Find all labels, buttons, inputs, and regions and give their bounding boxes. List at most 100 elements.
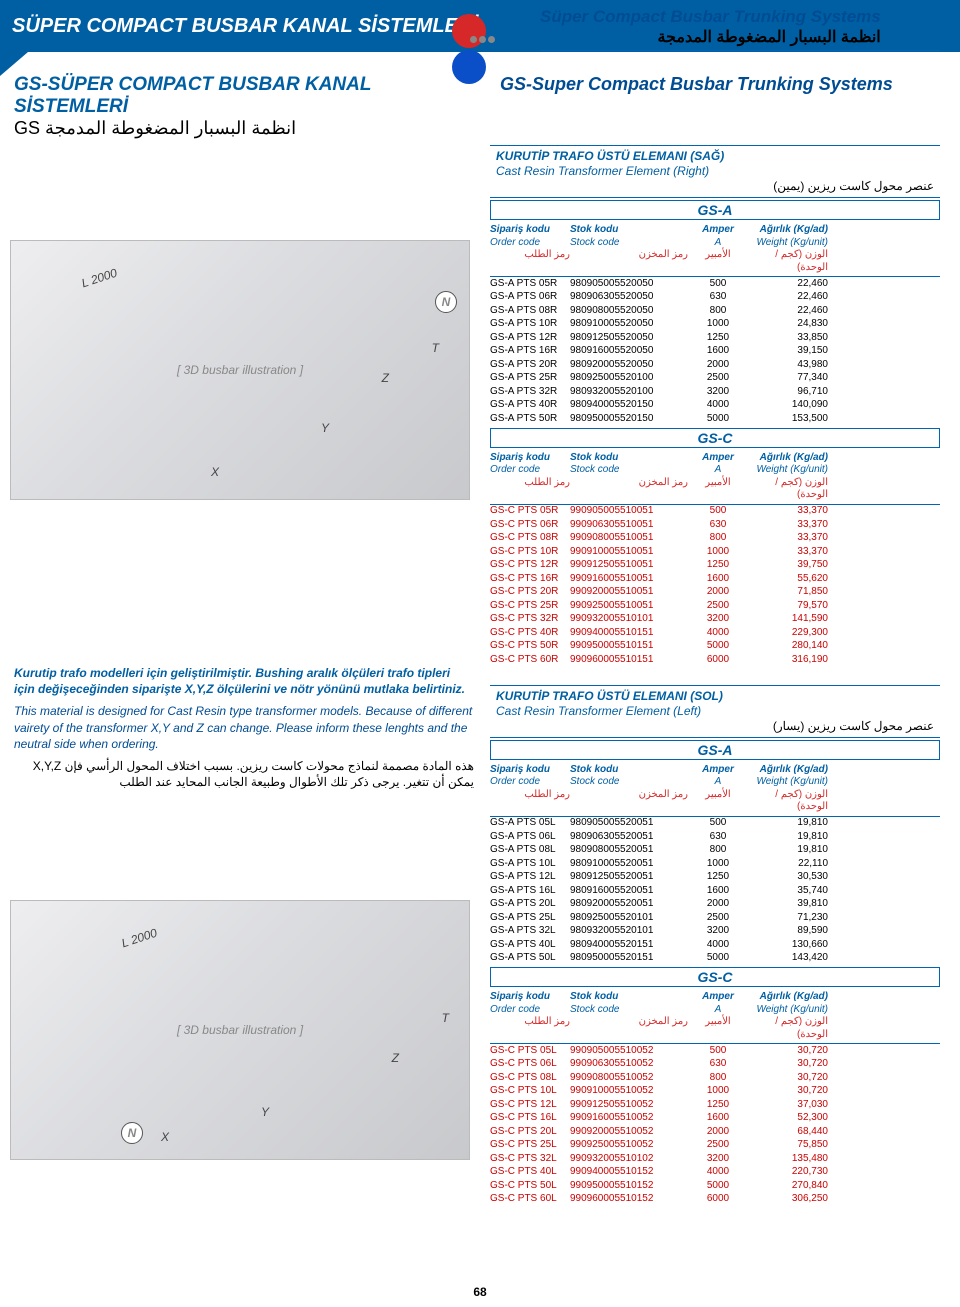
table-row: GS-C PTS 08R99090800551005180033,370 xyxy=(490,532,940,546)
table-cell: 19,810 xyxy=(748,817,834,830)
table-cell: GS-A PTS 16L xyxy=(490,885,570,898)
table-cell: GS-A PTS 05L xyxy=(490,817,570,830)
table-row: GS-A PTS 12L980912505520051125030,530 xyxy=(490,871,940,885)
table-cell: 30,720 xyxy=(748,1045,834,1058)
table-row: GS-C PTS 50L9909500055101525000270,840 xyxy=(490,1179,940,1193)
table-cell: 135,480 xyxy=(748,1153,834,1166)
table-cell: 33,370 xyxy=(748,505,834,518)
table-cell: 630 xyxy=(688,1058,748,1071)
box2-l2: Cast Resin Transformer Element (Left) xyxy=(496,704,934,719)
table-row: GS-C PTS 60R9909600055101516000316,190 xyxy=(490,653,940,667)
table-cell: 500 xyxy=(688,817,748,830)
table-cell: 990908005510052 xyxy=(570,1072,688,1085)
table-row: GS-A PTS 05L98090500552005150019,810 xyxy=(490,817,940,831)
table-row: GS-A PTS 20R980920005520050200043,980 xyxy=(490,358,940,372)
header-left-tr: GS-SÜPER COMPACT BUSBAR KANAL SİSTEMLERİ xyxy=(14,74,480,118)
table-cell: GS-A PTS 10R xyxy=(490,318,570,331)
table-cell: 800 xyxy=(688,844,748,857)
table-cell: 980950005520151 xyxy=(570,952,688,965)
top-right-en: Süper Compact Busbar Trunking Systems xyxy=(540,6,881,28)
table-cell: 79,570 xyxy=(748,600,834,613)
table-cell: 990916005510051 xyxy=(570,573,688,586)
table-cell: 71,230 xyxy=(748,912,834,925)
table-cell: 980906305520051 xyxy=(570,831,688,844)
table-cell: 33,370 xyxy=(748,532,834,545)
table-cell: GS-C PTS 60L xyxy=(490,1193,570,1206)
dot-small-row xyxy=(470,30,497,48)
table-row: GS-C PTS 60L9909600055101526000306,250 xyxy=(490,1193,940,1207)
table-row: GS-A PTS 20L980920005520051200039,810 xyxy=(490,898,940,912)
table-row: GS-A PTS 25L980925005520101250071,230 xyxy=(490,911,940,925)
table-cell: 990932005510102 xyxy=(570,1153,688,1166)
table-header: Sipariş koduOrder codeرمز الطلب Stok kod… xyxy=(490,762,940,817)
label2-Y: Y xyxy=(261,1105,269,1119)
table-cell: GS-A PTS 50R xyxy=(490,413,570,426)
table-cell: 4000 xyxy=(688,1166,748,1179)
table-cell: GS-A PTS 50L xyxy=(490,952,570,965)
table-cell: GS-A PTS 20L xyxy=(490,898,570,911)
top-right-ar: انظمة البسبار المضغوطة المدمجة xyxy=(540,28,881,49)
table-cell: GS-C PTS 08R xyxy=(490,532,570,545)
table-cell: 1250 xyxy=(688,1099,748,1112)
table-cell: 630 xyxy=(688,519,748,532)
table-cell: 990950005510151 xyxy=(570,640,688,653)
table-row: GS-C PTS 25R990925005510051250079,570 xyxy=(490,599,940,613)
label-T: T xyxy=(432,341,439,355)
table-cell: 2500 xyxy=(688,372,748,385)
table-cell: 990912505510052 xyxy=(570,1099,688,1112)
table-cell: 980940005520150 xyxy=(570,399,688,412)
table-cell: 33,370 xyxy=(748,519,834,532)
table-cell: 990912505510051 xyxy=(570,559,688,572)
table-cell: 22,460 xyxy=(748,291,834,304)
table-cell: 96,710 xyxy=(748,386,834,399)
label2-L: L 2000 xyxy=(120,926,159,951)
table-row: GS-A PTS 08L98090800552005180019,810 xyxy=(490,844,940,858)
section-header-row: GS-SÜPER COMPACT BUSBAR KANAL SİSTEMLERİ… xyxy=(0,74,960,139)
table-cell: GS-A PTS 06L xyxy=(490,831,570,844)
table-cell: 980932005520101 xyxy=(570,925,688,938)
dot-blue-icon xyxy=(452,50,486,84)
table-cell: GS-A PTS 32L xyxy=(490,925,570,938)
table-cell: GS-A PTS 25R xyxy=(490,372,570,385)
table-cell: 980908005520051 xyxy=(570,844,688,857)
table-body: GS-A PTS 05L98090500552005150019,810GS-A… xyxy=(490,817,940,966)
tag-gsc-1: GS-C xyxy=(490,428,940,448)
table-cell: GS-C PTS 25R xyxy=(490,600,570,613)
table-cell: 980905005520050 xyxy=(570,278,688,291)
table-cell: GS-A PTS 06R xyxy=(490,291,570,304)
table-cell: 4000 xyxy=(688,399,748,412)
table-cell: 130,660 xyxy=(748,939,834,952)
table-row: GS-A PTS 32L980932005520101320089,590 xyxy=(490,925,940,939)
table-cell: 77,340 xyxy=(748,372,834,385)
table-row: GS-C PTS 16R990916005510051160055,620 xyxy=(490,572,940,586)
note-ar: هذه المادة مصممة لنماذج محولات كاست ريزي… xyxy=(14,758,474,790)
table-cell: 2500 xyxy=(688,600,748,613)
table-body: GS-C PTS 05R99090500551005150033,370GS-C… xyxy=(490,505,940,667)
table-row: GS-A PTS 25R980925005520100250077,340 xyxy=(490,372,940,386)
table-cell: 1250 xyxy=(688,559,748,572)
label2-N: N xyxy=(121,1122,143,1144)
product-illustration-left: [ 3D busbar illustration ] L 2000 T Z Y … xyxy=(10,900,470,1160)
table-row: GS-C PTS 12R990912505510051125039,750 xyxy=(490,559,940,573)
table-gsc-right: Sipariş koduOrder codeرمز الطلب Stok kod… xyxy=(490,450,940,667)
table-cell: GS-A PTS 25L xyxy=(490,912,570,925)
table-cell: GS-C PTS 50R xyxy=(490,640,570,653)
table-cell: 5000 xyxy=(688,413,748,426)
table-cell: 35,740 xyxy=(748,885,834,898)
table-row: GS-C PTS 20R990920005510051200071,850 xyxy=(490,586,940,600)
table-row: GS-A PTS 50R9809500055201505000153,500 xyxy=(490,412,940,426)
table-gsc-left: Sipariş koduOrder codeرمز الطلب Stok kod… xyxy=(490,989,940,1206)
table-cell: GS-C PTS 12L xyxy=(490,1099,570,1112)
table-row: GS-C PTS 20L990920005510052200068,440 xyxy=(490,1125,940,1139)
table-cell: 22,460 xyxy=(748,278,834,291)
table-cell: 39,150 xyxy=(748,345,834,358)
note-block: Kurutip trafo modelleri için geliştirilm… xyxy=(14,665,474,790)
table-cell: 43,980 xyxy=(748,359,834,372)
table-cell: 4000 xyxy=(688,627,748,640)
table-cell: 980916005520050 xyxy=(570,345,688,358)
table-cell: GS-A PTS 20R xyxy=(490,359,570,372)
table-header: Sipariş koduOrder codeرمز الطلب Stok kod… xyxy=(490,989,940,1044)
table-row: GS-A PTS 16R980916005520050160039,150 xyxy=(490,345,940,359)
table-cell: 30,530 xyxy=(748,871,834,884)
table-cell: 316,190 xyxy=(748,654,834,667)
